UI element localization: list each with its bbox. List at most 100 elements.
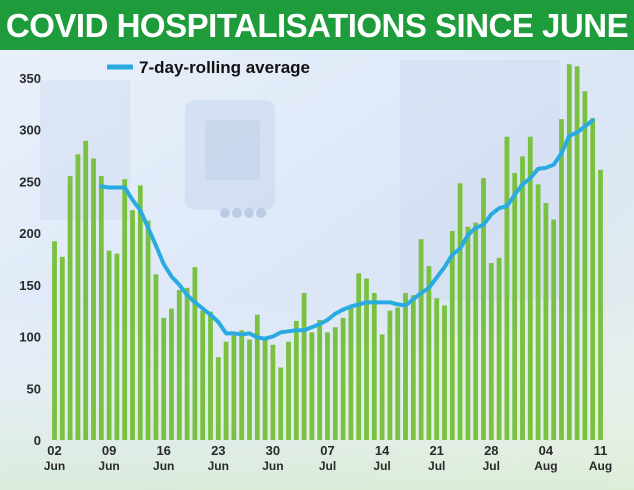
legend: 7-day-rolling average [107,58,310,77]
x-tick-month-label: Jun [44,459,65,473]
bar-14 [161,317,167,440]
x-tick-month-label: Jun [98,459,119,473]
bar-0 [52,241,57,440]
bar-57 [496,257,502,440]
bar-50 [442,305,447,440]
bar-44 [395,307,401,440]
x-tick-day-label: 30 [266,443,280,458]
bar-53 [465,226,471,440]
bar-15 [169,308,174,440]
x-tick-day-label: 09 [102,443,116,458]
bar-36 [332,327,338,440]
bar-66 [566,64,572,441]
bar-18 [192,267,198,440]
y-tick-label: 200 [19,226,41,241]
y-tick-label: 350 [19,71,41,86]
bar-24 [239,330,245,440]
x-tick-day-label: 07 [320,443,334,458]
bar-55 [481,178,486,440]
bar-4 [83,140,89,440]
x-tick-day-label: 16 [156,443,170,458]
y-tick-label: 150 [19,278,41,293]
bar-29 [278,367,284,440]
bar-70 [598,169,603,440]
bar-3 [75,154,81,440]
x-axis: 02Jun09Jun16Jun23Jun30Jun07Jul14Jul21Jul… [44,443,612,473]
bar-8 [114,253,120,440]
bar-40 [364,278,369,440]
x-tick-month-label: Aug [589,459,612,473]
x-tick-day-label: 28 [484,443,498,458]
bar-52 [457,183,463,440]
x-tick-day-label: 23 [211,443,225,458]
bar-65 [559,119,564,441]
bar-11 [137,185,143,440]
x-tick-day-label: 02 [47,443,61,458]
bar-1 [59,256,65,440]
y-tick-label: 250 [19,174,41,189]
bar-56 [488,263,494,440]
background-monitor-illustration [40,60,560,300]
bar-26 [254,314,260,440]
x-tick-month-label: Aug [534,459,557,473]
chart-title: COVID HOSPITALISATIONS SINCE JUNE [5,7,629,44]
x-tick-day-label: 11 [594,443,608,458]
bar-60 [520,156,525,440]
x-tick-month-label: Jun [208,459,229,473]
bar-9 [122,179,128,440]
y-tick-label: 0 [34,433,41,448]
x-tick-month-label: Jul [319,459,336,473]
bar-22 [223,341,229,440]
bar-7 [106,250,112,440]
bar-68 [582,91,588,441]
bar-23 [231,335,237,440]
bar-54 [473,222,479,440]
legend-label: 7-day-rolling average [139,58,310,77]
x-tick-day-label: 21 [429,443,443,458]
bar-6 [98,176,104,440]
bar-31 [293,320,299,440]
bar-69 [590,118,596,441]
y-tick-label: 100 [19,330,41,345]
bar-33 [309,332,315,440]
bar-27 [262,336,268,440]
bar-63 [543,202,549,440]
x-tick-month-label: Jun [262,459,283,473]
x-tick-day-label: 04 [539,443,554,458]
bar-39 [356,273,362,440]
bar-46 [410,295,416,440]
bar-19 [200,310,206,441]
bar-35 [325,332,330,440]
bar-16 [176,289,182,440]
bar-30 [286,341,291,440]
bar-45 [403,293,408,440]
bar-5 [91,158,96,441]
x-tick-day-label: 14 [375,443,390,458]
line-layer [99,118,595,341]
y-axis: 0 50 100 150 200 250 300 350 [19,71,41,448]
x-tick-month-label: Jul [428,459,445,473]
x-tick-month-label: Jul [483,459,500,473]
y-tick-label: 50 [27,381,41,396]
bar-41 [371,293,377,440]
bar-49 [434,298,440,440]
bar-67 [574,66,580,441]
bar-59 [512,172,518,440]
title-bar [0,0,634,50]
bar-42 [379,334,385,440]
bar-37 [340,317,346,440]
bar-17 [184,287,190,440]
bar-48 [426,266,432,440]
bar-38 [348,307,354,440]
x-tick-month-label: Jul [373,459,390,473]
bar-43 [387,310,393,441]
bar-2 [67,176,73,440]
bar-58 [504,136,510,440]
bar-34 [317,319,323,440]
bar-25 [247,339,252,440]
bar-12 [145,220,151,440]
rolling-average-line [99,118,595,341]
bar-64 [551,219,557,440]
